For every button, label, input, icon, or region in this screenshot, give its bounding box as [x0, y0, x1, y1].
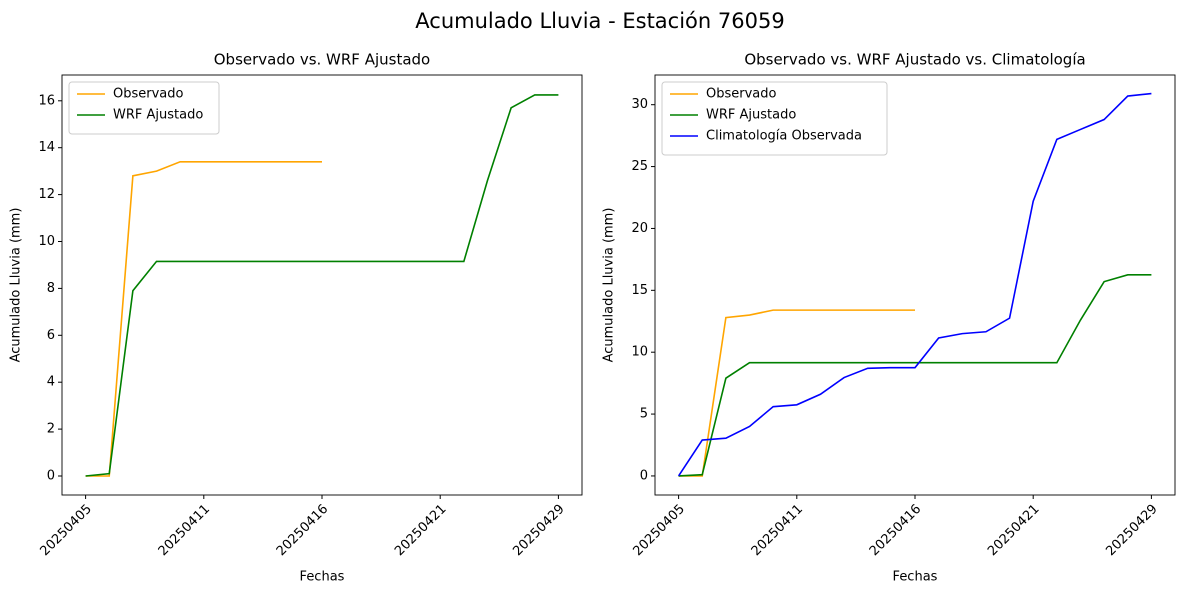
series-line — [677, 92, 1152, 477]
plot-frame — [61, 74, 583, 496]
series-line — [85, 160, 322, 477]
y-tick-label: 25 — [631, 159, 648, 174]
subplot-title: Observado vs. WRF Ajustado — [214, 51, 430, 69]
legend-label: Climatología Observada — [706, 129, 862, 144]
x-tick-label: 20250421 — [985, 502, 1042, 559]
x-tick-label: 20250411 — [749, 502, 806, 559]
y-tick-label: 0 — [640, 468, 648, 483]
y-axis-label: Acumulado Lluvia (mm) — [602, 208, 617, 363]
y-tick-label: 15 — [631, 283, 648, 298]
y-tick-label: 5 — [640, 407, 648, 422]
legend-label: Observado — [113, 87, 184, 102]
plot-frame — [654, 74, 1176, 496]
y-tick-label: 0 — [47, 469, 55, 484]
legend-box — [68, 81, 220, 135]
y-tick-label: 12 — [38, 187, 55, 202]
figure-title: Acumulado Lluvia - Estación 76059 — [415, 9, 784, 33]
x-tick-label: 20250405 — [38, 502, 95, 559]
legend-box — [661, 81, 888, 156]
x-axis-label: Fechas — [893, 570, 938, 585]
y-tick-label: 2 — [47, 422, 55, 437]
legend-label: Observado — [706, 87, 777, 102]
y-tick-label: 8 — [47, 281, 55, 296]
y-axis-label: Acumulado Lluvia (mm) — [9, 208, 24, 363]
y-tick-label: 20 — [631, 221, 648, 236]
series-line — [678, 274, 1152, 477]
series-line — [85, 94, 559, 477]
y-tick-label: 10 — [38, 234, 55, 249]
x-tick-label: 20250416 — [274, 502, 331, 559]
x-tick-label: 20250421 — [392, 502, 449, 559]
legend-label: WRF Ajustado — [113, 108, 203, 123]
x-tick-label: 20250411 — [156, 502, 213, 559]
x-tick-label: 20250405 — [631, 502, 688, 559]
subplot-title: Observado vs. WRF Ajustado vs. Climatolo… — [744, 51, 1085, 69]
x-tick-label: 20250429 — [1103, 502, 1160, 559]
y-tick-label: 4 — [47, 375, 55, 390]
y-tick-label: 10 — [631, 345, 648, 360]
y-tick-label: 16 — [38, 93, 55, 108]
y-tick-label: 30 — [631, 97, 648, 112]
y-tick-label: 6 — [47, 328, 55, 343]
x-tick-label: 20250429 — [510, 502, 567, 559]
x-axis-label: Fechas — [300, 570, 345, 585]
x-tick-label: 20250416 — [867, 502, 924, 559]
legend-label: WRF Ajustado — [706, 108, 796, 123]
series-line — [678, 309, 915, 477]
y-tick-label: 14 — [38, 140, 55, 155]
